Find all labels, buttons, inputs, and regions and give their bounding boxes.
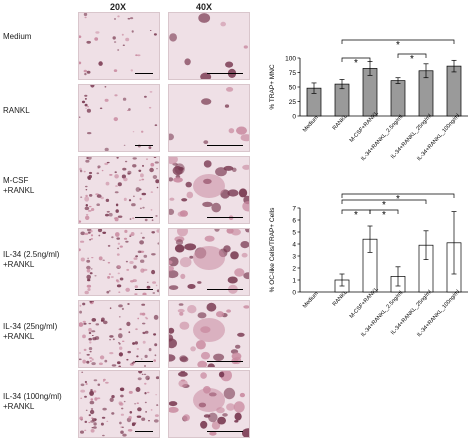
- column-header-40x: 40X: [196, 2, 213, 12]
- y-tick-label: 2: [292, 266, 296, 273]
- significance-bracket: [369, 209, 399, 214]
- category-label: Medium: [302, 115, 320, 134]
- y-tick-label: 6: [292, 218, 296, 225]
- oc-like-cells-chart: 0 1 2 3 4 5 6 7 % OC-like Cells/TRAP+ Cells Mediu…: [269, 193, 468, 338]
- scale-bar: [207, 430, 243, 432]
- significance-bracket: [341, 199, 427, 204]
- micrograph-panel: [168, 300, 250, 368]
- micrograph-panel: [78, 228, 160, 296]
- micrograph-panel: [78, 370, 160, 438]
- y-tick-label: 0: [292, 114, 296, 121]
- y-tick-label: 3: [292, 254, 296, 261]
- significance-bracket: [341, 39, 455, 44]
- micrograph-panel: [78, 12, 160, 80]
- significance-star: *: [396, 194, 400, 205]
- significance-bracket: [341, 57, 371, 62]
- bar: [446, 65, 462, 117]
- y-tick-label: 75: [289, 70, 297, 77]
- bar: [390, 80, 406, 117]
- significance-bracket: [341, 193, 455, 198]
- row-label-rankl: RANKL: [3, 106, 30, 115]
- significance-star: *: [354, 210, 358, 221]
- scale-bar: [207, 144, 243, 146]
- micrograph-panel: [168, 12, 250, 80]
- y-tick-label: 4: [292, 242, 296, 249]
- micrograph-panel: [78, 156, 160, 224]
- scale-bar: [207, 360, 243, 362]
- y-axis-label: % OC-like Cells/TRAP+ Cells: [269, 207, 276, 292]
- row-label-mcsf-rankl: M-CSF +RANKL: [3, 176, 35, 195]
- scale-bar: [135, 216, 153, 218]
- row-label-il34-25: IL-34 (25ng/ml) +RANKL: [3, 322, 58, 341]
- category-label: Medium: [302, 291, 320, 310]
- scale-bar: [135, 288, 153, 290]
- scale-bar: [207, 216, 243, 218]
- y-axis-label: % TRAP+ MNC: [269, 64, 276, 110]
- y-tick-label: 7: [292, 206, 296, 213]
- y-tick-label: 1: [292, 278, 296, 285]
- micrograph-panel: [168, 228, 250, 296]
- micrograph-panel: [78, 300, 160, 368]
- significance-star: *: [382, 200, 386, 211]
- row-label-il34-100: IL-34 (100ng/ml) +RANKL: [3, 392, 62, 411]
- micrograph-panel: [168, 370, 250, 438]
- scale-bar: [207, 288, 243, 290]
- scale-bar: [135, 144, 153, 146]
- column-header-20x: 20X: [110, 2, 127, 12]
- scale-bar: [135, 430, 153, 432]
- micrograph-panel: [168, 84, 250, 152]
- y-tick-label: 25: [289, 99, 297, 106]
- y-tick-label: 5: [292, 230, 296, 237]
- y-tick-label: 100: [285, 56, 296, 63]
- scale-bar: [135, 72, 153, 74]
- significance-star: *: [382, 210, 386, 221]
- significance-star: *: [410, 54, 414, 65]
- row-label-il34-2-5: IL-34 (2.5ng/ml) +RANKL: [3, 250, 60, 269]
- scale-bar: [135, 360, 153, 362]
- micrograph-panel: [78, 84, 160, 152]
- y-tick-label: 0: [292, 290, 296, 297]
- significance-star: *: [354, 58, 358, 69]
- significance-star: *: [396, 40, 400, 51]
- significance-bracket: [397, 53, 427, 58]
- scale-bar: [207, 72, 243, 74]
- y-tick-label: 50: [289, 85, 297, 92]
- micrograph-panel: [168, 156, 250, 224]
- row-label-medium: Medium: [3, 32, 32, 41]
